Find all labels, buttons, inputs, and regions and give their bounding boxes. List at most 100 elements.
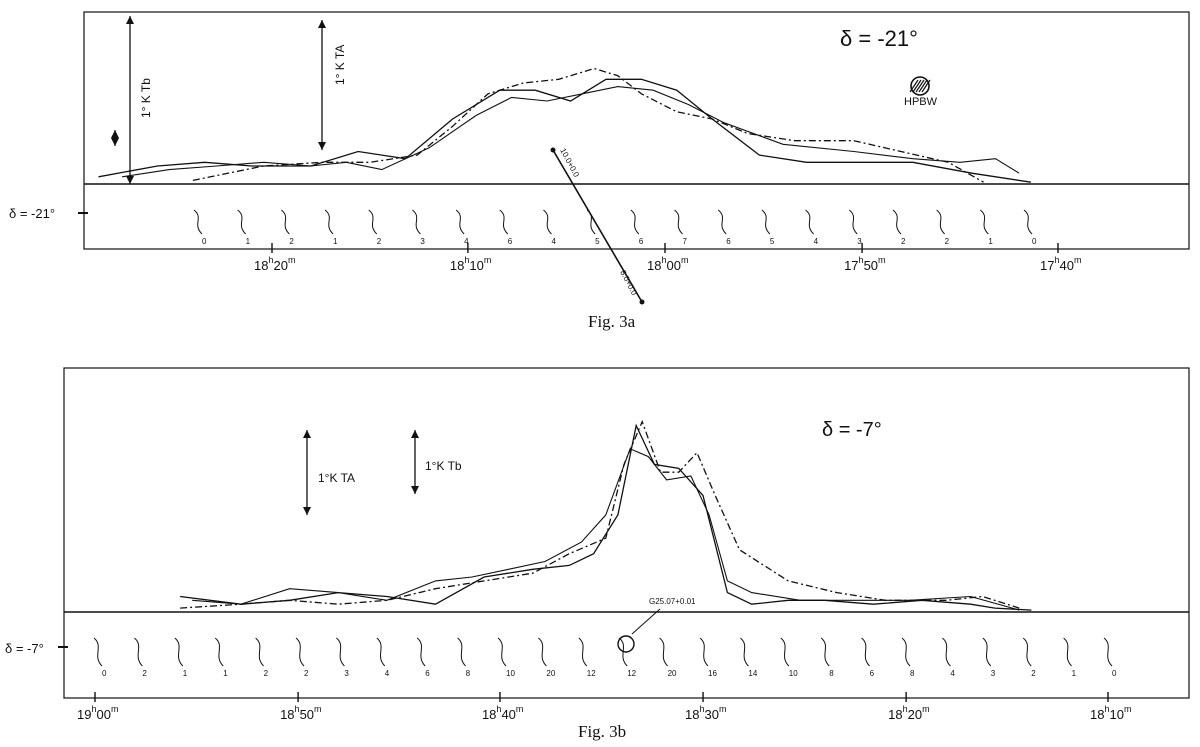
fig3a-xtick-label-2: 18h00m — [647, 255, 688, 273]
fig3b-scale-label-1: 1°K Tb — [425, 459, 462, 473]
fig3a-frame — [83, 11, 1190, 250]
fig3b-contour-label-17: 10 — [789, 669, 798, 678]
fig3a-caption: Fig. 3a — [588, 312, 636, 331]
fig3a-contour-16 — [892, 209, 902, 235]
fig3a-contour-label-15: 3 — [857, 237, 862, 246]
fig3b-contour-1 — [134, 637, 143, 667]
fig3b-contour-19 — [861, 637, 870, 667]
fig3b-contour-label-0: 0 — [102, 669, 107, 678]
fig3a-contour-label-10: 6 — [639, 237, 644, 246]
galactic-line-end-dot — [639, 299, 645, 305]
galactic-line-start-dot — [550, 147, 556, 153]
fig3a-contour-label-13: 5 — [770, 237, 775, 246]
hpbw-beam-circle — [910, 76, 930, 96]
fig3b-contour-3 — [214, 637, 224, 667]
fig3b-contour-2 — [174, 637, 184, 667]
fig3a-contour-label-11: 7 — [683, 237, 688, 246]
fig3a-xtick-label-0: 18h20m — [254, 255, 295, 273]
fig3a-panel: 18h20m 18h10m 18h00m 17h50m 17h40m 1° K TA 1° … — [78, 11, 1190, 305]
fig3b-contour-8 — [416, 637, 426, 667]
fig3b-contour-7 — [376, 637, 386, 667]
fig3a-contour-3 — [324, 209, 334, 235]
fig3b-contour-label-9: 8 — [466, 669, 471, 678]
fig3a-scale-label-1: 1° K Tb — [139, 78, 153, 118]
fig3a-contour-0 — [193, 209, 203, 235]
fig3b-contour-22 — [982, 637, 992, 667]
fig3b-panel: 19h00m 18h50m 18h40m 18h30m 18h20m 18h10m 1°K … — [58, 367, 1190, 722]
fig3b-contour-6 — [336, 637, 345, 667]
fig3b-contour-label-16: 14 — [748, 669, 757, 678]
fig3a-contour-12 — [717, 209, 727, 235]
fig3a-contour-label-7: 6 — [508, 237, 513, 246]
fig3b-contour-16 — [740, 637, 749, 667]
fig3b-contour-23 — [1022, 637, 1032, 667]
fig3a-declination-title: δ = -21° — [840, 26, 918, 51]
fig3b-contour-label-14: 20 — [668, 669, 677, 678]
fig3a-contour-label-8: 4 — [551, 237, 556, 246]
fig3b-contour-label-25: 0 — [1112, 669, 1117, 678]
fig3a-contour-label-14: 4 — [814, 237, 819, 246]
fig3b-series-1 — [192, 448, 1020, 611]
fig3b-contour-14 — [659, 637, 668, 667]
fig3b-contour-label-22: 3 — [991, 669, 996, 678]
fig3a-contour-label-9: 5 — [595, 237, 600, 246]
fig3a-scale-arrow-1 — [126, 16, 134, 184]
fig3a-scale-arrow-0 — [318, 20, 326, 150]
fig3b-series-2 — [180, 419, 1020, 609]
fig3b-frame — [63, 367, 1190, 699]
fig3b-contour-label-12: 12 — [587, 669, 596, 678]
fig3b-contour-12 — [578, 637, 588, 667]
fig3b-xtick-label-2: 18h40m — [482, 704, 523, 722]
fig3b-contour-label-11: 20 — [546, 669, 555, 678]
fig3a-contour-1 — [237, 209, 247, 235]
fig3a-contour-4 — [368, 209, 378, 235]
fig3b-contour-label-13: 12 — [627, 669, 636, 678]
fig3a-xtick-label-1: 18h10m — [450, 255, 491, 273]
fig3a-contour-label-18: 1 — [988, 237, 993, 246]
fig3a-contour-label-17: 2 — [945, 237, 950, 246]
fig3a-contour-label-19: 0 — [1032, 237, 1037, 246]
fig3a-contour-14 — [805, 209, 814, 235]
fig3b-contour-label-6: 3 — [344, 669, 349, 678]
fig3b-contour-4 — [255, 637, 264, 667]
fig3a-contour-17 — [936, 209, 945, 235]
fig3a-contour-label-12: 6 — [726, 237, 731, 246]
source-label-g25: G25.07+0.01 — [649, 597, 696, 606]
fig3a-contour-10 — [630, 209, 640, 235]
fig3b-contour-5 — [295, 637, 305, 667]
fig3a-contour-15 — [848, 209, 858, 235]
fig3b-strip-label: δ = -7° — [5, 641, 44, 656]
fig3a-xtick-label-3: 17h50m — [844, 255, 885, 273]
fig3b-contour-label-18: 8 — [829, 669, 834, 678]
fig3a-contour-label-5: 3 — [420, 237, 425, 246]
fig3a-contour-label-2: 2 — [289, 237, 294, 246]
fig3b-contour-label-23: 2 — [1031, 669, 1036, 678]
fig3a-strip-label: δ = -21° — [9, 206, 55, 221]
fig3a-contour-6 — [455, 209, 465, 235]
fig3b-contour-15 — [699, 637, 709, 667]
fig3a-contour-5 — [412, 209, 421, 235]
fig3a-contour-label-1: 1 — [246, 237, 251, 246]
fig3a-xtick-label-4: 17h40m — [1040, 255, 1081, 273]
fig3b-contour-label-7: 4 — [385, 669, 390, 678]
fig3b-xtick-label-5: 18h10m — [1090, 704, 1131, 722]
fig3b-contour-9 — [457, 637, 466, 667]
fig3b-contour-label-5: 2 — [304, 669, 309, 678]
fig3b-xtick-label-4: 18h20m — [888, 704, 929, 722]
hpbw-label: HPBW — [904, 96, 938, 108]
fig3b-contour-label-1: 2 — [142, 669, 147, 678]
fig3a-contour-8 — [543, 209, 552, 235]
fig3a-side-arrow — [111, 130, 119, 146]
fig3a-contour-13 — [761, 209, 771, 235]
source-pointer — [631, 608, 661, 635]
fig3a-contour-18 — [979, 209, 989, 235]
fig3b-scale-label-0: 1°K TA — [318, 471, 355, 485]
fig3b-contour-label-21: 4 — [950, 669, 955, 678]
fig3b-contour-18 — [820, 637, 830, 667]
source-contour-core — [617, 635, 635, 653]
fig3b-contour-10 — [497, 637, 507, 667]
fig3a-contour-19 — [1023, 209, 1033, 235]
fig3b-scale-arrow-0 — [303, 430, 311, 515]
fig3b-contour-24 — [1063, 637, 1072, 667]
